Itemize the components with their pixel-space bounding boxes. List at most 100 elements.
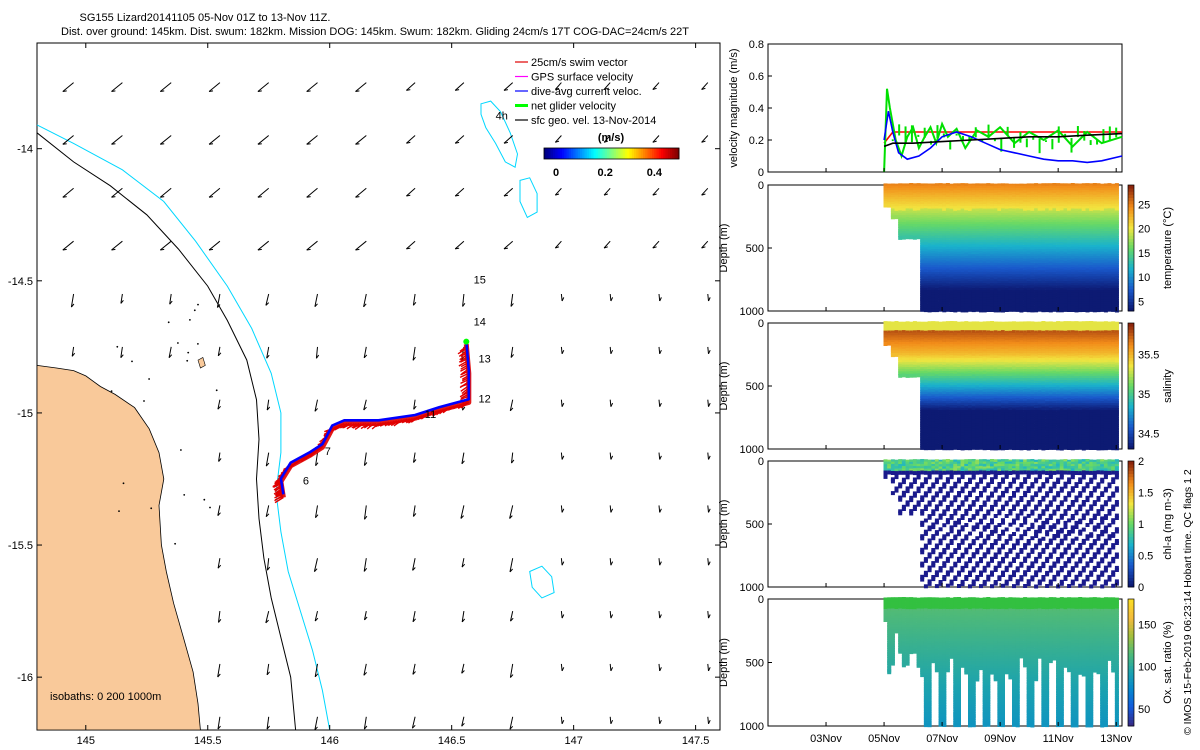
depth-sample	[905, 206, 910, 211]
depth-sample	[901, 362, 906, 367]
depth-sample	[964, 221, 969, 226]
depth-sample	[1045, 262, 1050, 267]
depth-sample	[1015, 249, 1020, 254]
depth-sample	[975, 194, 980, 199]
depth-sample	[990, 251, 994, 256]
depth-sample	[923, 409, 928, 414]
depth-sample	[1107, 244, 1112, 249]
depth-sample	[898, 330, 903, 335]
depth-sample	[931, 330, 936, 335]
depth-sample	[1004, 226, 1009, 231]
depth-sample	[901, 235, 906, 240]
depth-sample	[1078, 296, 1083, 301]
depth-sample	[898, 185, 903, 190]
depth-sample	[1107, 251, 1112, 256]
depth-sample	[949, 382, 954, 387]
depth-sample	[949, 194, 954, 199]
depth-sample	[1070, 196, 1075, 201]
depth-sample	[971, 221, 976, 226]
depth-sample	[923, 199, 928, 204]
depth-sample	[898, 368, 903, 373]
depth-sample	[982, 206, 987, 211]
depth-sample	[1041, 274, 1046, 279]
depth-sample	[1074, 248, 1079, 253]
depth-sample	[1019, 254, 1024, 258]
depth-sample	[927, 434, 932, 439]
depth-sample	[1085, 203, 1090, 208]
depth-sample	[912, 185, 917, 190]
depth-sample	[953, 405, 958, 409]
depth-sample	[894, 201, 899, 206]
depth-sample	[938, 285, 943, 290]
depth-sample	[1092, 235, 1097, 240]
depth-sample	[960, 280, 965, 285]
depth-sample	[945, 219, 950, 224]
depth-sample	[1056, 248, 1061, 253]
depth-sample	[945, 371, 950, 376]
depth-sample	[1045, 251, 1050, 256]
depth-sample	[960, 296, 965, 301]
depth-sample	[1085, 208, 1090, 213]
depth-sample	[957, 307, 961, 312]
velocity-arrowhead	[111, 196, 116, 198]
depth-sample	[1103, 278, 1108, 283]
depth-sample	[934, 409, 939, 414]
depth-sample	[979, 224, 983, 229]
depth-sample	[1114, 273, 1119, 278]
depth-sample	[1019, 188, 1024, 193]
depth-sample	[1111, 187, 1116, 192]
depth-sample	[1096, 242, 1101, 247]
map-colorbar-cell	[618, 148, 621, 159]
depth-sample	[942, 362, 947, 366]
depth-sample	[949, 265, 954, 270]
depth-sample	[1063, 226, 1068, 231]
depth-sample	[923, 189, 928, 194]
depth-sample	[1015, 255, 1020, 260]
depth-sample	[1045, 213, 1050, 218]
depth-sample	[993, 301, 998, 306]
depth-sample	[953, 258, 958, 263]
depth-sample	[931, 384, 936, 389]
depth-sample	[1107, 205, 1112, 210]
depth-sample	[931, 335, 936, 340]
islet-dot	[116, 345, 119, 348]
depth-sample	[964, 301, 969, 306]
depth-sample	[942, 203, 947, 208]
depth-sample	[1111, 221, 1116, 226]
depth-sample	[968, 350, 972, 355]
depth-sample	[938, 423, 943, 428]
velocity-arrowhead	[610, 297, 614, 302]
depth-sample	[890, 213, 895, 218]
depth-sample	[975, 199, 980, 204]
depth-sample	[1067, 185, 1072, 190]
velocity-arrowhead	[363, 672, 367, 676]
depth-sample	[920, 434, 925, 439]
legend-entry: net glider velocity	[531, 101, 616, 113]
depth-sample	[927, 337, 932, 342]
depth-sample	[1012, 240, 1016, 244]
depth-sample	[1107, 194, 1112, 199]
depth-sample	[1063, 267, 1068, 272]
depth-sample	[927, 330, 932, 335]
velocity-arrow	[355, 82, 367, 92]
depth-sample	[1048, 210, 1053, 215]
depth-sample	[971, 294, 976, 299]
depth-sample	[934, 419, 939, 424]
depth-sample	[923, 273, 928, 278]
depth-sample	[975, 303, 980, 308]
depth-sample	[945, 217, 950, 222]
depth-sample	[934, 235, 939, 240]
depth-sample	[938, 290, 943, 294]
depth-sample	[901, 360, 906, 365]
depth-sample	[1103, 208, 1108, 213]
depth-sample	[920, 194, 925, 199]
depth-sample	[1074, 235, 1079, 240]
depth-sample	[1023, 203, 1028, 208]
depth-sample	[1045, 299, 1050, 304]
depth-sample	[923, 291, 928, 296]
depth-sample	[938, 341, 943, 346]
velocity-arrowhead	[462, 406, 466, 411]
depth-sample	[1067, 267, 1072, 272]
depth-sample	[1078, 264, 1083, 269]
depth-sample	[1092, 230, 1097, 235]
